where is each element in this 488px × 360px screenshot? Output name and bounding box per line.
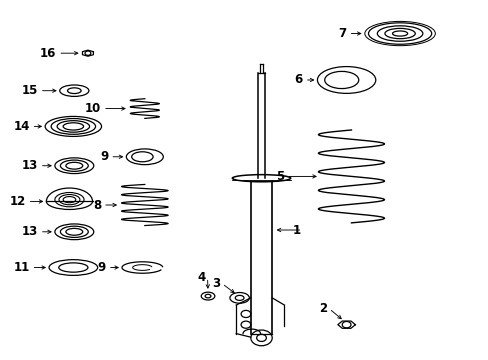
Text: 16: 16 [40, 47, 56, 60]
Text: 9: 9 [100, 150, 108, 163]
Text: 14: 14 [13, 120, 30, 133]
Text: 6: 6 [294, 73, 302, 86]
Ellipse shape [232, 175, 290, 182]
Text: 3: 3 [212, 277, 220, 290]
Text: 13: 13 [21, 159, 38, 172]
Text: 12: 12 [9, 195, 26, 208]
Text: 4: 4 [197, 271, 205, 284]
Text: 2: 2 [318, 302, 326, 315]
Text: 11: 11 [13, 261, 30, 274]
Text: 8: 8 [93, 198, 101, 212]
Text: 10: 10 [84, 102, 101, 115]
Text: 7: 7 [338, 27, 346, 40]
Text: 13: 13 [21, 225, 38, 238]
Text: 9: 9 [98, 261, 106, 274]
Text: 15: 15 [21, 84, 38, 97]
Text: 5: 5 [276, 170, 284, 183]
Text: 1: 1 [292, 224, 300, 237]
